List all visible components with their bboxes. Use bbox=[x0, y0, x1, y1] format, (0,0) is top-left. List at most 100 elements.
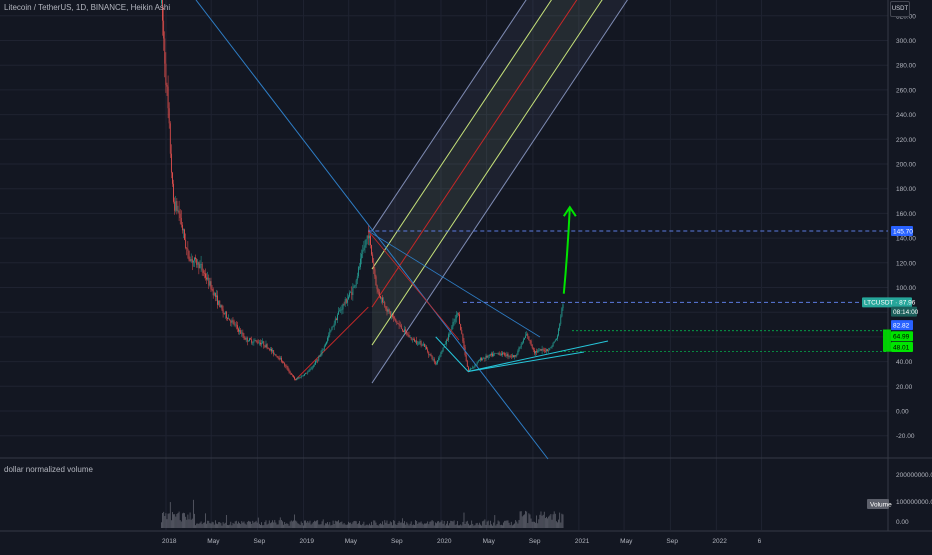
candle-body bbox=[516, 354, 518, 357]
volume-bar bbox=[469, 525, 470, 528]
volume-bar bbox=[273, 522, 275, 528]
volume-bar bbox=[377, 525, 379, 528]
candle-body bbox=[181, 224, 183, 231]
volume-bar bbox=[224, 522, 226, 528]
volume-bar bbox=[379, 523, 381, 528]
volume-bar bbox=[225, 515, 227, 528]
candle-body bbox=[518, 347, 520, 351]
candle-body bbox=[469, 370, 470, 372]
volume-bar bbox=[516, 521, 518, 528]
candle-body bbox=[508, 356, 510, 357]
candle-body bbox=[473, 366, 475, 368]
candle-body bbox=[234, 324, 236, 326]
volume-bar bbox=[169, 502, 171, 528]
candle-body bbox=[321, 349, 323, 354]
candle-body bbox=[246, 337, 248, 342]
y-tick-label: 180.00 bbox=[896, 186, 916, 193]
candle-body bbox=[190, 258, 192, 261]
volume-bar bbox=[222, 522, 224, 528]
candle-body bbox=[330, 329, 332, 332]
volume-bar bbox=[178, 511, 180, 528]
candle-body bbox=[506, 353, 508, 357]
volume-bar bbox=[431, 520, 433, 528]
volume-bar bbox=[366, 524, 368, 528]
candle-body bbox=[475, 364, 477, 365]
volume-bar bbox=[258, 523, 260, 528]
volume-bar bbox=[319, 524, 321, 528]
candle-body bbox=[337, 314, 338, 321]
volume-bar bbox=[382, 521, 383, 528]
candle-body bbox=[309, 369, 311, 371]
candle-body bbox=[474, 364, 476, 367]
volume-bar bbox=[343, 523, 345, 528]
volume-bar bbox=[184, 513, 185, 528]
volume-bar bbox=[252, 520, 254, 528]
volume-bar bbox=[209, 523, 211, 528]
candle-body bbox=[253, 340, 255, 343]
candle-body bbox=[187, 248, 189, 251]
candle-body bbox=[526, 333, 528, 336]
volume-bar bbox=[161, 522, 162, 528]
candle-body bbox=[310, 368, 312, 370]
candle-body bbox=[212, 289, 214, 296]
volume-bar bbox=[249, 521, 250, 528]
volume-bar bbox=[543, 511, 545, 528]
candle-body bbox=[339, 310, 341, 312]
volume-bar bbox=[339, 522, 341, 528]
volume-bar bbox=[297, 523, 299, 528]
candle-body bbox=[235, 324, 237, 326]
candle-body bbox=[463, 341, 465, 348]
candle-body bbox=[406, 331, 408, 335]
volume-bar bbox=[555, 521, 557, 528]
candle-body bbox=[271, 348, 272, 352]
candle-body bbox=[449, 333, 451, 335]
candle-body bbox=[168, 108, 170, 124]
candle-body bbox=[323, 346, 325, 350]
candle-body bbox=[535, 351, 536, 354]
price-tag-82-text: 82.82 bbox=[893, 322, 910, 329]
candle-body bbox=[293, 375, 294, 377]
candle-body bbox=[560, 316, 562, 325]
volume-bar bbox=[453, 520, 455, 528]
volume-bar bbox=[396, 524, 398, 528]
channel-upper-line bbox=[371, 0, 527, 232]
price-tags: 145.70 LTCUSDT · 87.96 08:14:00 82.82 64.99 4… bbox=[862, 226, 919, 353]
candle-body bbox=[452, 322, 454, 327]
volume-bar bbox=[500, 524, 502, 528]
volume-bar bbox=[434, 522, 436, 528]
volume-bar bbox=[408, 525, 410, 528]
candle-body bbox=[416, 340, 418, 344]
time-axis[interactable]: 2018 May Sep 2019 May Sep 2020 May Sep 2021 May Sep… bbox=[162, 538, 762, 545]
candle-body bbox=[393, 316, 394, 318]
volume-bar bbox=[323, 525, 325, 528]
candle-body bbox=[383, 302, 385, 303]
volume-bar bbox=[177, 512, 179, 528]
currency-badge[interactable]: USDT bbox=[890, 1, 910, 17]
volume-bar bbox=[251, 523, 253, 528]
candle-body bbox=[396, 321, 398, 324]
candle-body bbox=[214, 292, 216, 297]
volume-bar bbox=[443, 521, 445, 528]
volume-bar bbox=[310, 524, 312, 528]
volume-bar bbox=[315, 521, 316, 528]
volume-bar bbox=[488, 525, 490, 528]
candle-body bbox=[218, 300, 220, 305]
volume-bar bbox=[427, 521, 429, 528]
candle-body bbox=[459, 314, 460, 324]
candle-body bbox=[530, 340, 532, 346]
volume-bar bbox=[275, 522, 277, 528]
volume-bar bbox=[541, 515, 543, 528]
candle-body bbox=[249, 338, 250, 341]
volume-bar bbox=[544, 518, 546, 528]
volume-bar bbox=[444, 525, 446, 528]
candle-body bbox=[372, 254, 374, 263]
y-tick-label: 160.00 bbox=[896, 211, 916, 218]
volume-bar bbox=[208, 520, 210, 528]
volume-bar bbox=[241, 521, 243, 528]
volume-bar bbox=[433, 525, 435, 528]
volume-bar bbox=[317, 520, 319, 528]
candle-body bbox=[553, 341, 555, 344]
candle-body bbox=[355, 280, 357, 286]
